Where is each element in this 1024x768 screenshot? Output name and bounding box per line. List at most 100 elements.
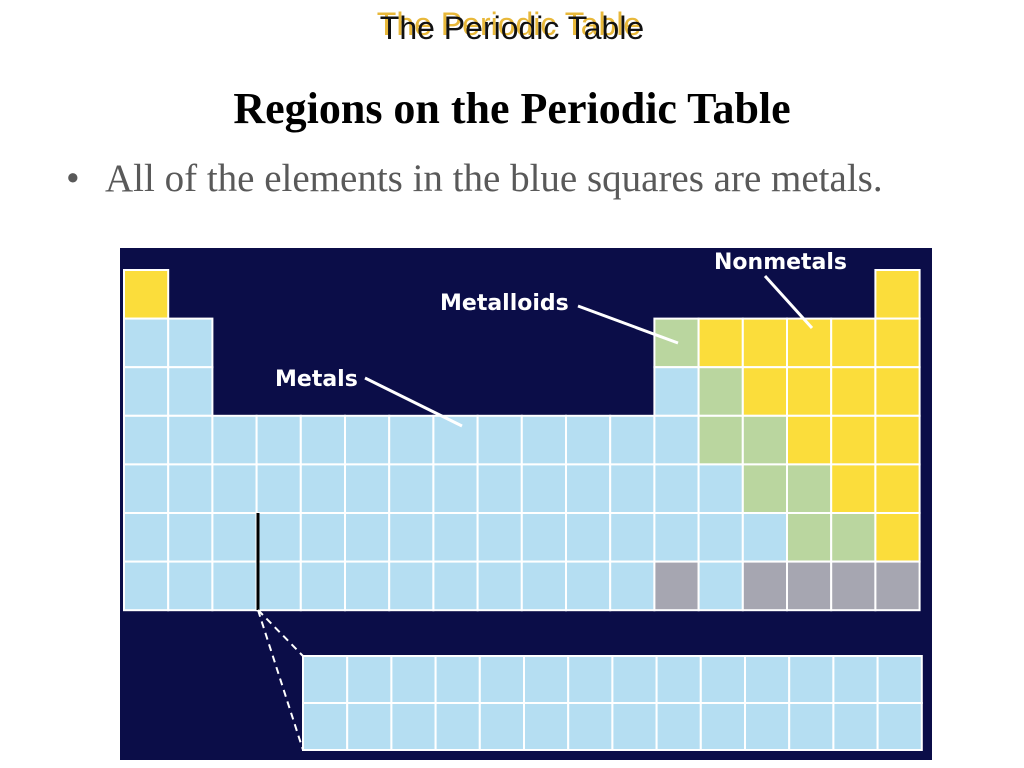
- metal-cell: [432, 463, 479, 514]
- metal-cell: [211, 463, 258, 514]
- nonmetal-cell: [786, 414, 833, 466]
- f-block-cell: [788, 702, 835, 751]
- metalloid-cell: [741, 463, 788, 514]
- metal-cell: [476, 414, 523, 466]
- nonmetals-pointer-line: [763, 274, 814, 330]
- f-block-cell: [699, 702, 746, 751]
- metal-cell: [299, 414, 347, 466]
- nonmetal-cell: [874, 269, 921, 320]
- metalloid-cell: [697, 414, 744, 466]
- nonmetal-cell: [830, 317, 877, 369]
- unknown-cell: [874, 560, 921, 612]
- f-block-cell: [478, 655, 525, 704]
- metal-cell: [167, 560, 214, 612]
- f-block-cell: [832, 702, 879, 751]
- f-block-cell: [611, 702, 658, 751]
- metal-cell: [167, 414, 214, 466]
- metal-cell: [211, 414, 258, 466]
- f-block-cell: [434, 655, 481, 704]
- nonmetal-cell: [874, 512, 921, 563]
- nonmetal-cell: [830, 366, 877, 417]
- metal-cell: [344, 560, 391, 612]
- header-title-shadow: The Periodic Table: [376, 6, 642, 42]
- metalloids-pointer-line: [577, 304, 679, 345]
- nonmetal-cell: [874, 366, 921, 417]
- metal-cell: [609, 560, 656, 612]
- metal-cell: [653, 512, 700, 563]
- metal-cell: [432, 560, 479, 612]
- slide-title: Regions on the Periodic Table: [233, 84, 791, 133]
- nonmetal-cell: [697, 317, 744, 369]
- f-block-cell: [302, 702, 349, 751]
- f-block-cell: [876, 702, 923, 751]
- metal-cell: [520, 414, 567, 466]
- metal-cell: [388, 560, 435, 612]
- header-title: The Periodic Table The Periodic Table: [0, 6, 1024, 50]
- metal-cell: [255, 414, 302, 466]
- f-block-cell: [390, 655, 437, 704]
- f-block-cell: [390, 702, 437, 751]
- metal-cell: [299, 463, 347, 514]
- bullet-dot: •: [66, 157, 80, 200]
- f-block-cell: [567, 702, 614, 751]
- metalloid-cell: [741, 414, 788, 466]
- metal-cell: [609, 463, 656, 514]
- nonmetals-label: Nonmetals: [714, 250, 847, 275]
- metal-cell: [344, 463, 391, 514]
- metal-cell: [123, 317, 170, 369]
- metal-cell: [609, 512, 656, 563]
- metals-label: Metals: [275, 367, 358, 392]
- f-block-cell: [478, 702, 525, 751]
- f-block-cell: [699, 655, 746, 704]
- metal-cell: [476, 512, 523, 563]
- unknown-cell: [786, 560, 833, 612]
- metal-cell: [123, 560, 170, 612]
- metal-cell: [741, 512, 788, 563]
- f-block-cell: [567, 655, 614, 704]
- metalloids-label: Metalloids: [440, 291, 569, 316]
- f-block-cell: [788, 655, 835, 704]
- connector-lines: [256, 274, 814, 751]
- metal-cell: [520, 560, 567, 612]
- metal-cell: [255, 463, 302, 514]
- nonmetal-cell: [874, 463, 921, 514]
- metal-cell: [167, 512, 214, 563]
- metal-cell: [388, 414, 435, 466]
- f-block-cell: [655, 702, 702, 751]
- nonmetal-cell: [874, 414, 921, 466]
- f-block-cell: [434, 702, 481, 751]
- metal-cell: [697, 463, 744, 514]
- metal-cell: [432, 512, 479, 563]
- f-block-cell: [302, 655, 349, 704]
- f-block-cell: [346, 702, 393, 751]
- metal-cell: [167, 463, 214, 514]
- nonmetal-cell: [123, 269, 170, 320]
- unknown-cell: [653, 560, 700, 612]
- actinide-dashed-line: [257, 609, 304, 751]
- metal-cell: [653, 463, 700, 514]
- metalloid-cell: [786, 463, 833, 514]
- metal-cell: [565, 560, 612, 612]
- metal-cell: [123, 512, 170, 563]
- metal-cell: [167, 366, 214, 417]
- metal-cell: [697, 560, 744, 612]
- metal-cell: [344, 512, 391, 563]
- metalloid-cell: [830, 512, 877, 563]
- f-block-cell: [744, 655, 791, 704]
- nonmetal-cell: [874, 317, 921, 369]
- metal-cell: [609, 414, 656, 466]
- metal-cell: [697, 512, 744, 563]
- metal-cell: [565, 463, 612, 514]
- nonmetal-cell: [830, 463, 877, 514]
- periodic-table-figure: Nonmetals Metalloids Metals: [120, 248, 932, 760]
- metal-cell: [653, 366, 700, 417]
- metals-pointer-line: [364, 376, 463, 428]
- f-block-cell: [744, 702, 791, 751]
- metalloid-cell: [697, 366, 744, 417]
- nonmetal-cell: [741, 366, 788, 417]
- unknown-cell: [830, 560, 877, 612]
- metal-cell: [123, 414, 170, 466]
- element-cells: [123, 269, 923, 751]
- metal-cell: [167, 317, 214, 369]
- metal-cell: [255, 560, 302, 612]
